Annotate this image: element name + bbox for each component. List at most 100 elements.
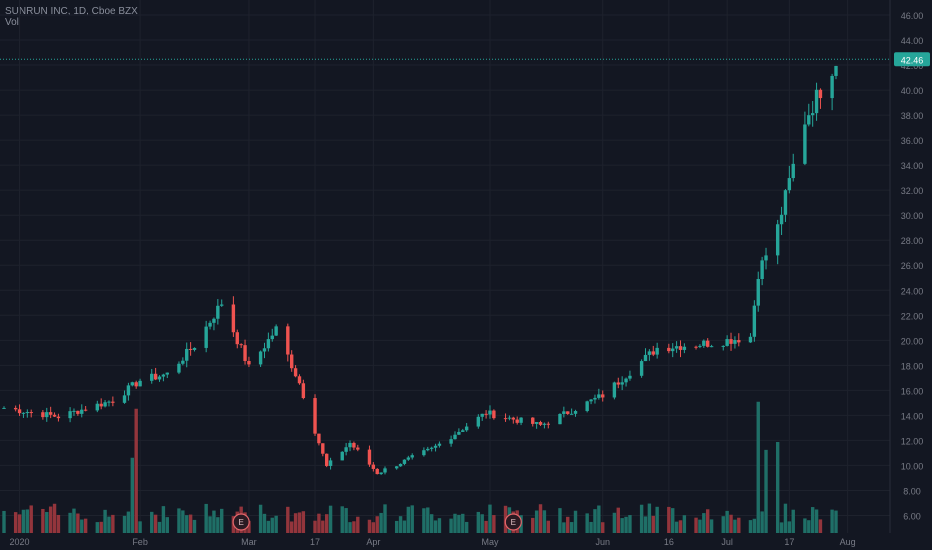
- candle-body: [694, 346, 698, 348]
- candle-body: [655, 347, 659, 355]
- volume-bar: [150, 511, 154, 533]
- candle-body: [48, 412, 53, 415]
- volume-bar: [791, 509, 795, 533]
- candle-body: [352, 442, 356, 448]
- candle-body: [674, 346, 679, 349]
- price-tick-label: 12.00: [901, 436, 924, 446]
- volume-bar: [737, 517, 741, 533]
- volume-bar: [367, 519, 372, 533]
- candle-body: [643, 354, 648, 362]
- volume-bar: [678, 520, 683, 533]
- candle-body: [181, 360, 185, 364]
- candle-body: [519, 417, 523, 423]
- earnings-marker[interactable]: E: [504, 513, 522, 531]
- volume-bar: [375, 516, 379, 533]
- volume-bar: [779, 522, 784, 533]
- candle-body: [177, 363, 181, 373]
- price-tick-label: 22.00: [901, 311, 924, 321]
- time-tick-label: Mar: [241, 537, 257, 547]
- price-tick-label: 16.00: [901, 386, 924, 396]
- volume-bar: [620, 518, 624, 533]
- volume-bar: [542, 510, 547, 533]
- candle-body: [290, 354, 294, 369]
- candle-body: [72, 410, 76, 412]
- candle-body: [461, 430, 465, 432]
- candle-body: [721, 345, 725, 347]
- candle-body: [422, 450, 426, 456]
- candle-body: [775, 224, 780, 256]
- candle-body: [733, 340, 737, 344]
- candle-body: [671, 348, 675, 352]
- candle-body: [103, 402, 107, 407]
- volume-bar: [775, 442, 780, 533]
- volume-bar: [383, 504, 387, 533]
- earnings-marker-circle: [232, 513, 250, 531]
- candle-body: [356, 447, 360, 450]
- candle-body: [760, 260, 764, 280]
- earnings-marker[interactable]: E: [232, 513, 250, 531]
- price-tick-label: 6.00: [903, 511, 921, 521]
- price-tick-label: 38.00: [901, 111, 924, 121]
- candle-body: [208, 322, 212, 327]
- candle-body: [589, 399, 593, 402]
- volume-bar: [103, 509, 107, 533]
- candle-body: [371, 464, 376, 469]
- volume-bar: [410, 505, 414, 533]
- volume-bar: [647, 503, 652, 533]
- last-price-label: 42.46: [901, 55, 924, 65]
- volume-bar: [394, 520, 399, 533]
- volume-bar: [402, 520, 407, 533]
- volume-bar: [188, 514, 193, 533]
- volume-bar: [17, 514, 22, 533]
- candle-body: [593, 397, 597, 400]
- volume-bar: [488, 504, 492, 533]
- candle-body: [25, 412, 30, 414]
- volume-bar: [783, 503, 788, 533]
- price-tick-label: 14.00: [901, 411, 924, 421]
- candle-body: [13, 407, 18, 410]
- volume-bar: [165, 517, 169, 533]
- candle-body: [682, 346, 687, 350]
- volume-bar: [818, 519, 823, 533]
- candle-body: [138, 380, 142, 387]
- candle-body: [752, 305, 757, 337]
- candle-body: [375, 468, 379, 475]
- candle-body: [667, 347, 671, 352]
- time-tick-label: Aug: [840, 537, 856, 547]
- candle-body: [558, 413, 562, 425]
- volume-bar: [546, 520, 550, 533]
- volume-bar: [597, 505, 601, 533]
- volume-bar: [457, 514, 461, 533]
- time-tick-label: Feb: [132, 537, 148, 547]
- volume-bar: [398, 516, 403, 533]
- price-tick-label: 44.00: [901, 36, 924, 46]
- earnings-marker-label: E: [511, 518, 516, 527]
- candle-body: [188, 348, 193, 350]
- candle-body: [725, 339, 729, 346]
- volume-bar: [426, 507, 430, 533]
- candle-body: [99, 403, 103, 407]
- candle-body: [394, 466, 399, 469]
- volume-bar: [674, 521, 679, 533]
- price-tick-label: 10.00: [901, 461, 924, 471]
- volume-bar: [72, 508, 76, 533]
- candle-body: [402, 459, 407, 464]
- volume-bar: [729, 514, 733, 533]
- candle-body: [449, 439, 453, 444]
- price-tick-label: 32.00: [901, 186, 924, 196]
- candle-body: [814, 89, 819, 114]
- volume-bar: [348, 522, 352, 533]
- volume-bar: [830, 509, 834, 533]
- candle-body: [21, 412, 26, 414]
- volume-bar: [585, 513, 589, 533]
- volume-bar: [344, 508, 348, 533]
- volume-bar: [48, 506, 53, 533]
- volume-bar: [161, 506, 166, 533]
- volume-bar: [340, 506, 344, 533]
- volume-bar: [476, 511, 481, 533]
- candle-body: [17, 409, 22, 414]
- candle-body: [698, 345, 702, 347]
- candle-body: [317, 433, 321, 444]
